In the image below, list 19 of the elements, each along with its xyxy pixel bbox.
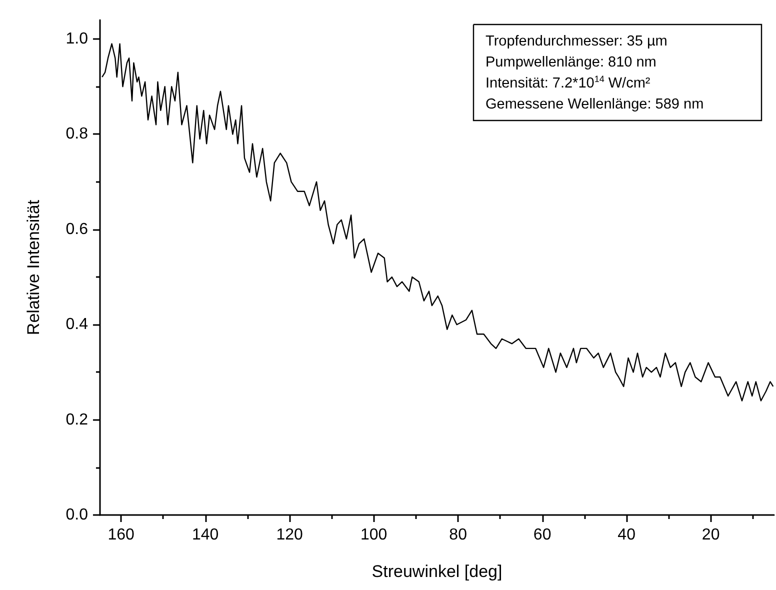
x-tick-label: 80	[449, 526, 468, 544]
annotation: Pumpwellenlänge: 810 nm	[486, 54, 656, 70]
x-tick-label: 40	[618, 526, 636, 544]
x-tick-label: 20	[702, 526, 720, 544]
y-tick-label: 0.6	[66, 220, 88, 238]
y-tick-label: 0.8	[66, 126, 88, 143]
x-tick-label: 140	[192, 526, 219, 544]
y-tick-label: 0.2	[66, 411, 88, 428]
annotation: Tropfendurchmesser: 35 µm	[486, 34, 668, 50]
x-tick-label: 120	[276, 526, 304, 544]
y-tick-label: 0.4	[66, 316, 88, 334]
x-tick-label: 160	[108, 526, 135, 544]
x-tick-label: 100	[360, 526, 388, 544]
y-axis-title: Relative Intensität	[24, 200, 43, 336]
y-tick-label: 0.0	[66, 506, 88, 524]
x-axis-title: Streuwinkel [deg]	[372, 562, 502, 581]
x-tick-label: 60	[533, 526, 552, 544]
annotation: Gemessene Wellenlänge: 589 nm	[486, 96, 704, 112]
y-tick-label: 1.0	[66, 30, 88, 48]
